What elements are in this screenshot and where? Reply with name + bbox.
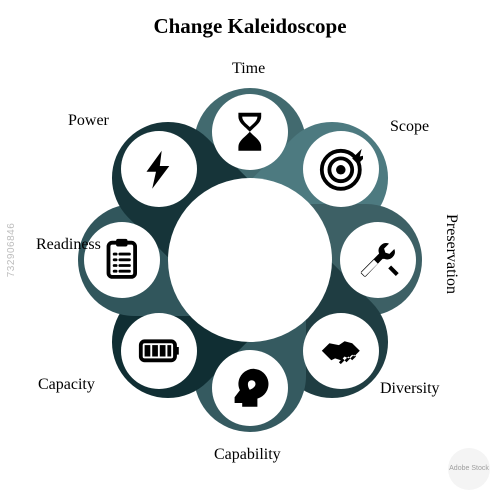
label-capacity: Capacity xyxy=(38,376,95,394)
battery-icon xyxy=(137,328,183,374)
label-diversity: Diversity xyxy=(380,380,440,398)
label-readiness: Readiness xyxy=(36,236,101,254)
clipboard-icon xyxy=(99,237,145,283)
readiness-icon-circle xyxy=(84,222,160,298)
label-power: Power xyxy=(68,112,109,130)
capability-icon-circle xyxy=(212,350,288,426)
kaleidoscope-diagram: TimeScopePreservationDiversityCapability… xyxy=(45,50,455,460)
time-icon-circle xyxy=(212,94,288,170)
preservation-icon-circle xyxy=(340,222,416,298)
watermark-id: 732906846 xyxy=(6,223,17,278)
page-title: Change Kaleidoscope xyxy=(0,14,500,39)
diversity-icon-circle xyxy=(303,313,379,389)
hourglass-icon xyxy=(227,109,273,155)
head-icon xyxy=(227,365,273,411)
label-capability: Capability xyxy=(214,446,281,464)
scope-icon-circle xyxy=(303,131,379,207)
tools-icon xyxy=(355,237,401,283)
capacity-icon-circle xyxy=(121,313,197,389)
bolt-icon xyxy=(137,147,183,193)
watermark-brand: Adobe Stock xyxy=(448,448,490,490)
label-scope: Scope xyxy=(390,118,429,136)
label-preservation: Preservation xyxy=(442,214,460,294)
label-time: Time xyxy=(232,60,265,78)
target-icon xyxy=(318,147,364,193)
handshake-icon xyxy=(318,328,364,374)
center-hole xyxy=(168,178,332,342)
